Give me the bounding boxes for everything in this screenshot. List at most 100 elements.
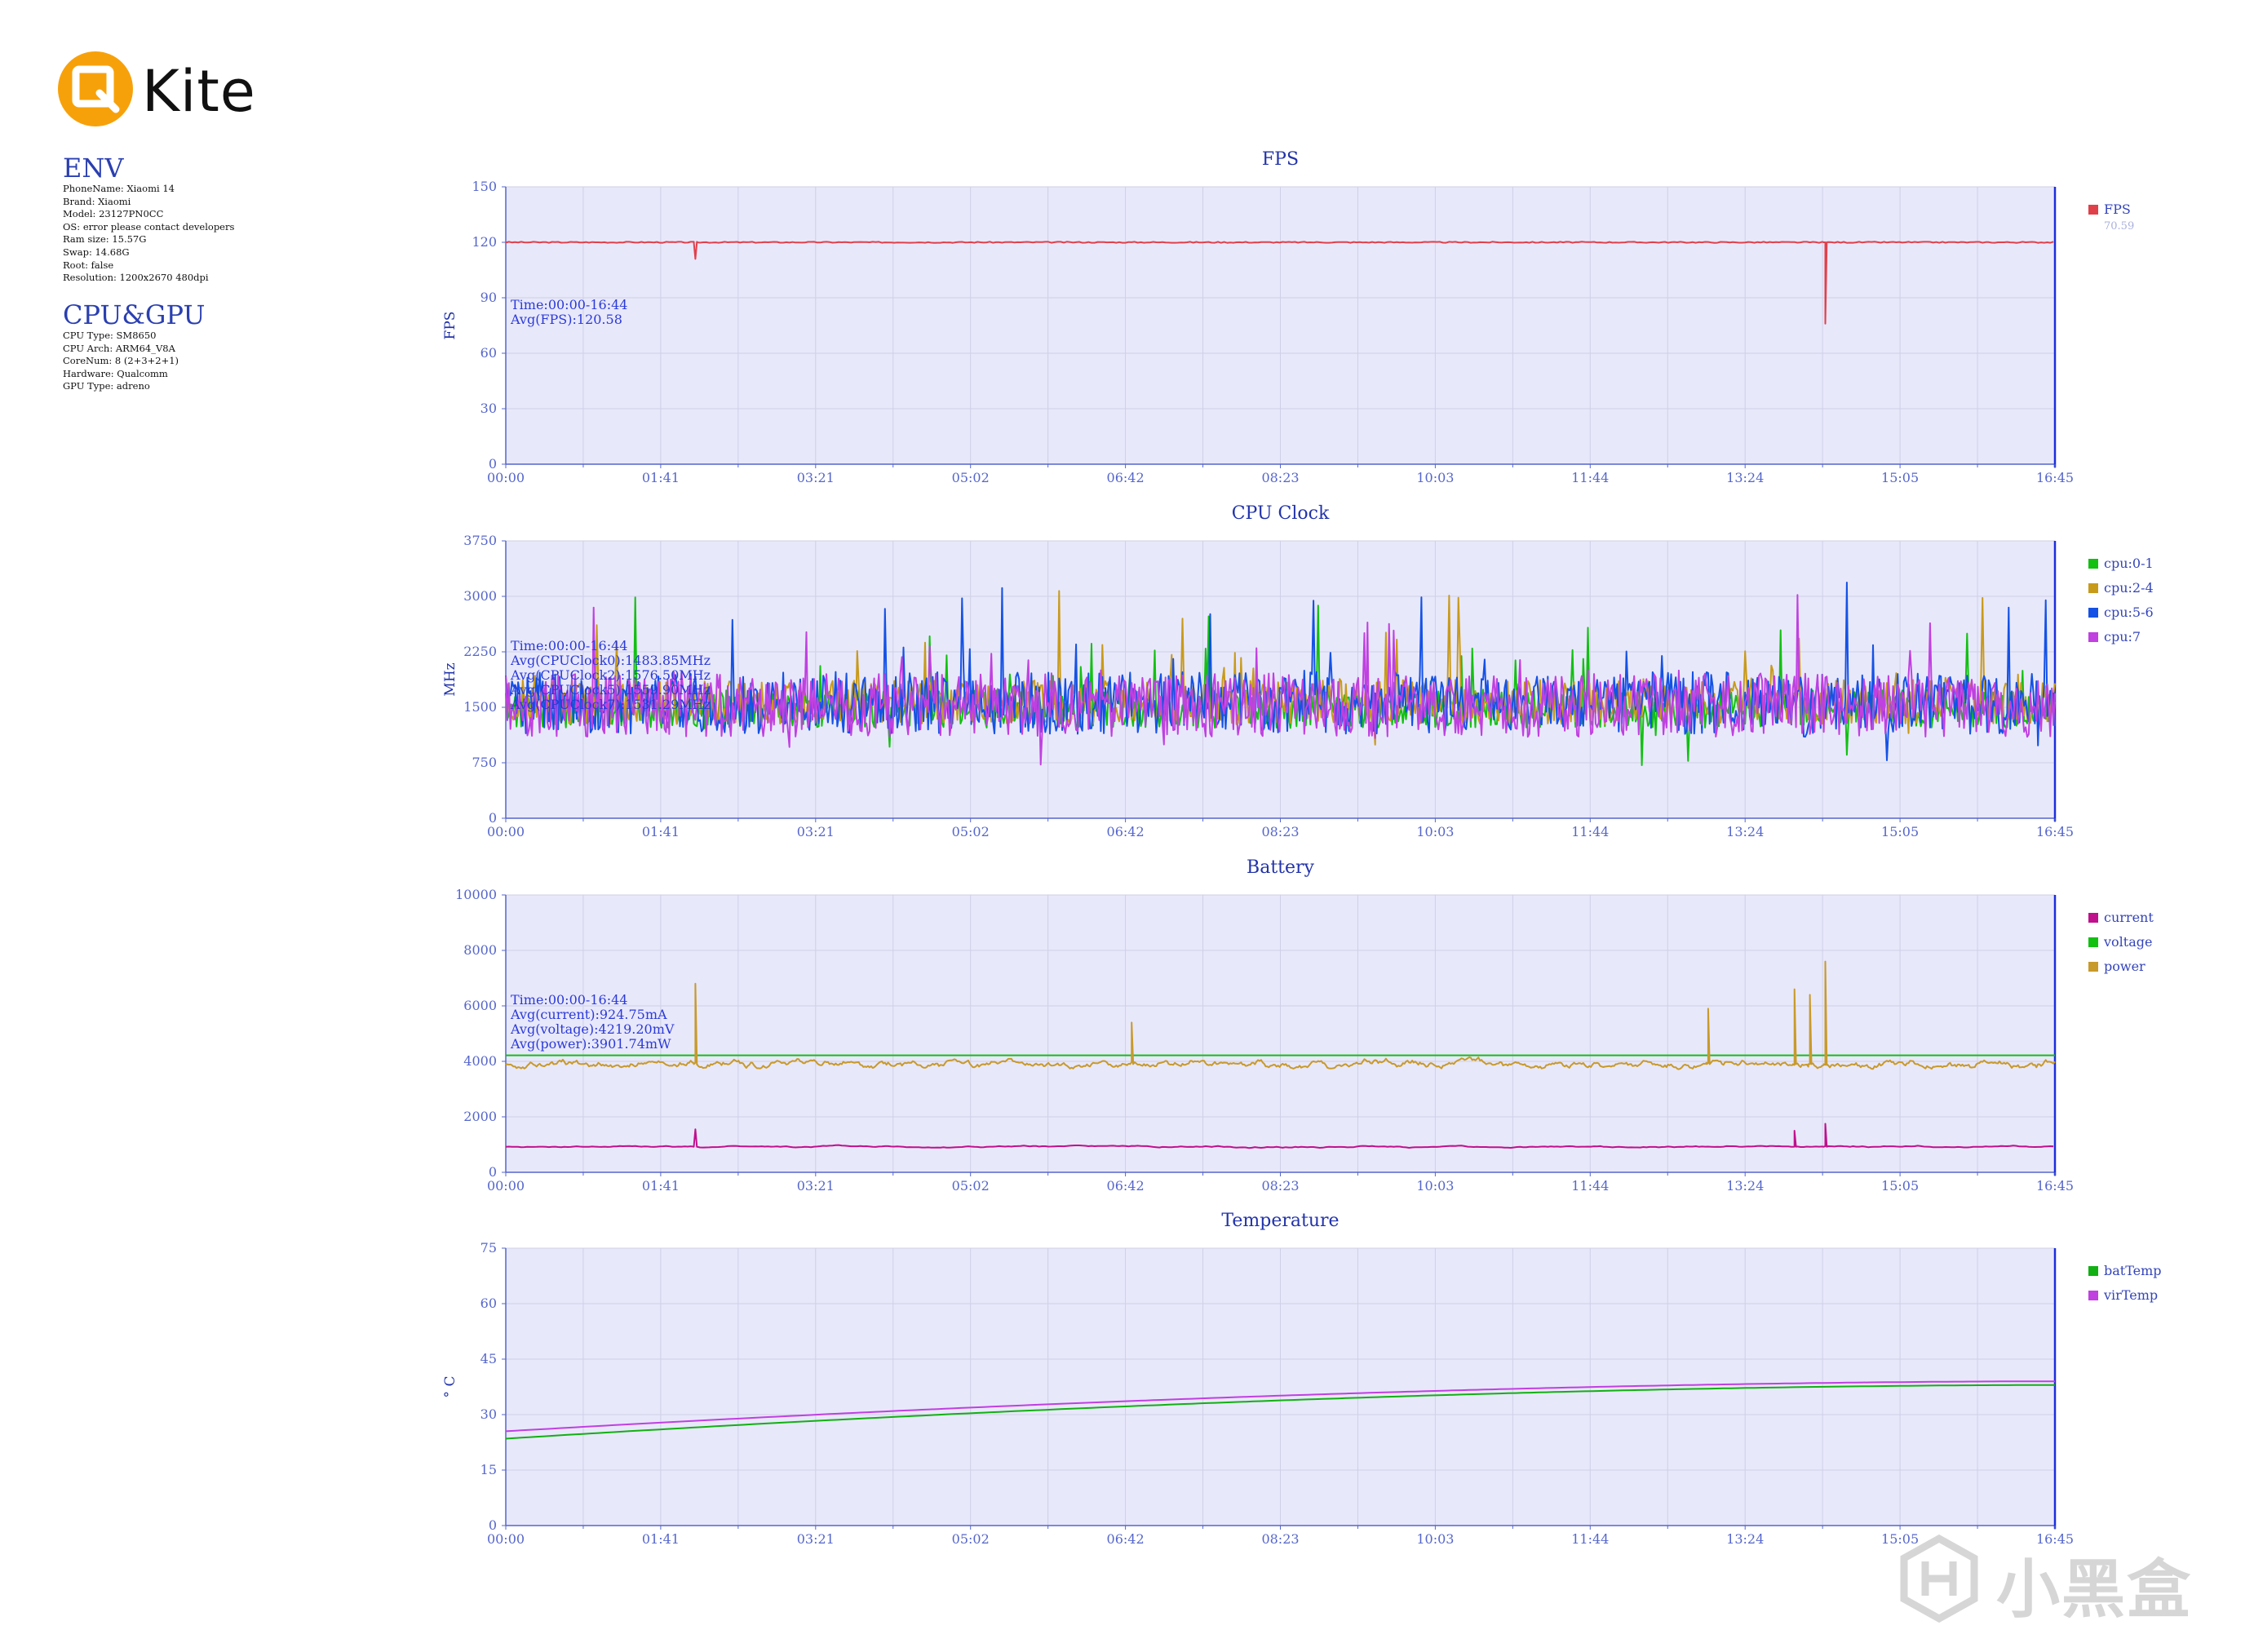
cpu-gpu-row: CoreNum: 8 (2+3+2+1) [63,355,179,367]
chart-title: CPU Clock [1232,503,1330,524]
series-line-FPS [505,241,2054,325]
x-tick-label: 03:21 [797,470,835,485]
annotation-line: Time:00:00-16:44 [511,992,627,1008]
y-tick-label: 150 [472,179,497,194]
chart-0: FPS 0 30 60 90 120 150 00:00 01:41 03:21 05:02 06:4… [442,149,2134,485]
y-tick-label: 2000 [463,1109,497,1124]
legend-label: batTemp [2104,1263,2162,1278]
legend-label: FPS [2104,202,2131,217]
legend-label: voltage [2103,934,2152,950]
series-line-virTemp [505,1380,2055,1433]
x-tick-label: 01:41 [642,824,680,839]
x-tick-label: 05:02 [952,824,990,839]
annotation-line: Avg(power):3901.74mW [510,1036,671,1052]
x-tick-label: 11:44 [1571,1531,1609,1547]
x-tick-label: 08:23 [1261,824,1299,839]
x-tick-label: 08:23 [1261,1178,1299,1194]
legend-swatch [2088,559,2098,569]
annotation-line: Avg(CPUClock0):1483.85MHz [510,653,711,668]
watermark-text: 小黑盒 [1996,1553,2193,1627]
annotation-line: Avg(current):924.75mA [510,1007,667,1022]
legend-label: cpu:0-1 [2104,556,2154,571]
x-tick-label: 13:24 [1726,1531,1764,1547]
legend-swatch [2088,205,2098,215]
x-tick-label: 05:02 [952,1178,990,1194]
x-tick-label: 03:21 [797,1531,835,1547]
annotation-line: Avg(voltage):4219.20mV [510,1021,675,1037]
env-row: PhoneName: Xiaomi 14 [63,183,175,194]
x-tick-label: 13:24 [1726,470,1764,485]
annotation-line: Time:00:00-16:44 [511,638,627,653]
legend-swatch [2088,608,2098,618]
y-tick-label: 3000 [463,588,497,604]
y-tick-label: 45 [480,1351,497,1366]
x-tick-label: 15:05 [1881,470,1919,485]
cpu-gpu-row: CPU Type: SM8650 [63,330,157,341]
y-tick-label: 8000 [463,942,497,958]
series-line-cpu:7 [505,594,2056,766]
x-tick-label: 05:02 [952,470,990,485]
x-tick-label: 13:24 [1726,824,1764,839]
x-tick-label: 06:42 [1107,1531,1145,1547]
x-tick-label: 10:03 [1416,1178,1454,1194]
chart-title: FPS [1262,149,1299,170]
series-line-batTemp [505,1384,2055,1440]
chart-3: Temperature 0 15 30 45 60 75 00:00 01:41 03:21 05:… [442,1211,2162,1547]
x-tick-label: 05:02 [952,1531,990,1547]
y-tick-label: 750 [472,755,497,770]
x-tick-label: 15:05 [1881,824,1919,839]
x-tick-label: 06:42 [1107,824,1145,839]
heybox-logo-icon [1900,1534,1978,1623]
y-tick-label: 30 [480,401,497,416]
x-tick-label: 16:45 [2036,1178,2074,1194]
kite-logo: Kite [57,51,269,132]
annotation-line: Avg(FPS):120.58 [510,312,622,327]
legend-swatch [2088,583,2098,593]
chart-1: CPU Clock 0 750 1500 2250 3000 3750 00:00 01:41 0… [442,503,2154,839]
x-tick-label: 10:03 [1416,824,1454,839]
x-tick-label: 01:41 [642,1178,680,1194]
env-row: OS: error please contact developers [63,220,235,233]
x-tick-label: 08:23 [1261,470,1299,485]
legend-swatch [2088,913,2098,923]
cpu-gpu-row: Hardware: Qualcomm [63,367,168,379]
x-tick-label: 16:45 [2036,1531,2074,1547]
legend-swatch [2088,632,2098,642]
x-tick-label: 06:42 [1107,470,1145,485]
annotation-line: Avg(CPUClock7):1531.29MHz [510,697,711,712]
y-tick-label: 1500 [463,699,497,715]
series-line-power [505,960,2056,1070]
x-tick-label: 11:44 [1571,824,1609,839]
y-axis-label: FPS [442,312,458,340]
legend-extra: 70.59 [2104,220,2134,233]
legend-label: current [2104,910,2154,925]
x-tick-label: 08:23 [1261,1531,1299,1547]
env-title: ENV [63,153,124,184]
x-tick-label: 06:42 [1107,1178,1145,1194]
x-tick-label: 11:44 [1571,470,1609,485]
env-row: Swap: 14.68G [63,246,130,258]
x-tick-label: 00:00 [487,1178,525,1194]
y-axis-label: MHz [442,662,458,696]
env-panel: ENV PhoneName: Xiaomi 14 Brand: Xiaomi M… [63,153,234,285]
chart-title: Battery [1247,857,1315,878]
x-tick-label: 03:21 [797,824,835,839]
cpu-gpu-panel: CPU&GPU CPU Type: SM8650 CPU Arch: ARM64… [63,300,205,393]
y-tick-label: 60 [480,1295,497,1311]
cpu-gpu-title: CPU&GPU [63,299,206,330]
y-tick-label: 0 [489,1517,497,1533]
x-tick-label: 01:41 [642,1531,680,1547]
legend-swatch [2088,937,2098,947]
y-tick-label: 15 [480,1462,497,1477]
env-row: Ram size: 15.57G [63,233,147,246]
x-tick-label: 15:05 [1881,1531,1919,1547]
legend-label: cpu:7 [2104,629,2141,644]
cpu-gpu-row: CPU Arch: ARM64_V8A [63,342,175,354]
legend-label: cpu:2-4 [2104,580,2154,596]
legend-label: virTemp [2103,1287,2158,1303]
y-tick-label: 0 [489,810,497,826]
x-tick-label: 16:45 [2036,470,2074,485]
y-tick-label: 4000 [463,1053,497,1069]
y-tick-label: 0 [489,1164,497,1180]
